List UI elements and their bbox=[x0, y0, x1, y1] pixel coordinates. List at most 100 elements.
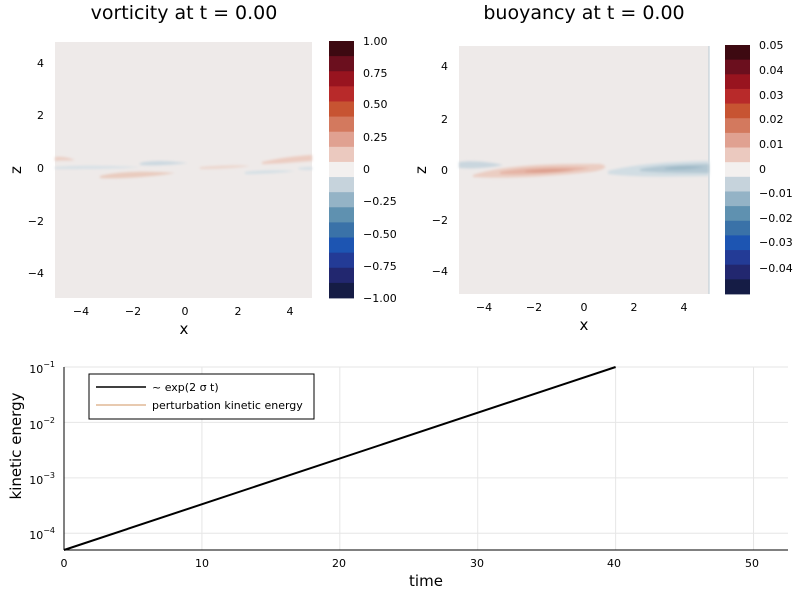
vorticity-ylabel: z bbox=[7, 166, 25, 174]
tick-label: −4 bbox=[73, 305, 89, 318]
tick-label: −4 bbox=[476, 301, 492, 314]
tick-label: 0 bbox=[182, 305, 189, 318]
legend-box bbox=[88, 373, 315, 420]
vorticity-title: vorticity at t = 0.00 bbox=[91, 2, 278, 24]
tick-label: −4 bbox=[28, 267, 44, 280]
tick-label: 4 bbox=[37, 57, 44, 70]
buoyancy-colorbar-ticks: 0.05 0.04 0.03 0.02 0.01 0 −0.01 −0.02 −… bbox=[759, 39, 793, 275]
tick-label: 0 bbox=[61, 557, 68, 570]
buoyancy-title: buoyancy at t = 0.00 bbox=[483, 2, 684, 24]
colorbar-tick-label: 0.50 bbox=[363, 98, 388, 111]
vorticity-plot-area bbox=[55, 42, 312, 298]
tick-label: −2 bbox=[28, 215, 44, 228]
vorticity-field bbox=[55, 155, 312, 179]
buoyancy-lobe bbox=[525, 169, 575, 173]
vorticity-lobe bbox=[245, 170, 295, 174]
colorbar-tick-label: 0.02 bbox=[759, 113, 784, 126]
colorbar-tick-label: 0.05 bbox=[759, 39, 784, 52]
buoyancy-colorbar: 0.05 0.04 0.03 0.02 0.01 0 −0.01 −0.02 −… bbox=[725, 39, 793, 295]
tick-label: 2 bbox=[631, 301, 638, 314]
colorbar-cell bbox=[725, 176, 750, 192]
vorticity-xlabel: x bbox=[180, 320, 189, 338]
tick-label: 40 bbox=[607, 557, 621, 570]
vorticity-lobe bbox=[55, 165, 140, 169]
colorbar-tick-label: −0.50 bbox=[363, 228, 397, 241]
colorbar-tick-label: 0.04 bbox=[759, 64, 784, 77]
energy-legend: ~ exp(2 σ t) perturbation kinetic energy bbox=[88, 373, 315, 420]
colorbar-cell bbox=[329, 252, 354, 269]
colorbar-cell bbox=[725, 118, 750, 134]
colorbar-cells bbox=[725, 45, 750, 295]
colorbar-tick-label: 0.25 bbox=[363, 131, 388, 144]
energy-grid bbox=[63, 366, 788, 550]
colorbar-cell bbox=[725, 45, 750, 61]
tick-label: 4 bbox=[681, 301, 688, 314]
colorbar-cell bbox=[725, 206, 750, 222]
series-line-exp-fit bbox=[63, 366, 616, 551]
tick-label: 10−4 bbox=[29, 526, 55, 542]
colorbar-tick-label: −1.00 bbox=[363, 292, 397, 305]
colorbar-tick-label: 1.00 bbox=[363, 35, 388, 48]
colorbar-cell bbox=[725, 59, 750, 75]
vorticity-x-ticks: −4 −2 0 2 4 bbox=[73, 305, 294, 318]
colorbar-cell bbox=[725, 279, 750, 295]
tick-label: −2 bbox=[125, 305, 141, 318]
tick-label: 2 bbox=[235, 305, 242, 318]
colorbar-cell bbox=[329, 101, 354, 117]
buoyancy-lobe bbox=[459, 161, 503, 169]
colorbar-cell bbox=[329, 177, 354, 193]
colorbar-cell bbox=[725, 147, 750, 163]
vorticity-lobe bbox=[55, 156, 75, 161]
tick-label: 50 bbox=[745, 557, 759, 570]
colorbar-tick-label: 0.75 bbox=[363, 67, 388, 80]
colorbar-cell bbox=[329, 237, 354, 254]
vorticity-lobe bbox=[200, 165, 250, 169]
colorbar-tick-label: −0.75 bbox=[363, 260, 397, 273]
tick-label: 4 bbox=[441, 60, 448, 73]
energy-ylabel: kinetic energy bbox=[7, 392, 25, 499]
colorbar-tick-label: −0.01 bbox=[759, 187, 793, 200]
colorbar-cell bbox=[725, 74, 750, 90]
colorbar-tick-label: −0.03 bbox=[759, 236, 793, 249]
vorticity-lobe bbox=[140, 161, 188, 166]
colorbar-cell bbox=[329, 161, 354, 178]
colorbar-tick-label: −0.25 bbox=[363, 195, 397, 208]
tick-label: 20 bbox=[332, 557, 346, 570]
buoyancy-lobe bbox=[665, 166, 705, 170]
tick-label: 10−3 bbox=[29, 471, 55, 487]
colorbar-cells bbox=[329, 41, 354, 299]
colorbar-cell bbox=[725, 235, 750, 251]
buoyancy-y-ticks: 4 2 0 −2 −4 bbox=[432, 60, 448, 278]
colorbar-tick-label: 0 bbox=[363, 163, 370, 176]
tick-label: 10 bbox=[195, 557, 209, 570]
colorbar-cell bbox=[329, 282, 354, 299]
vorticity-lobe bbox=[100, 171, 175, 179]
colorbar-cell bbox=[725, 264, 750, 280]
colorbar-tick-label: 0.03 bbox=[759, 89, 784, 102]
colorbar-cell bbox=[329, 116, 354, 133]
vorticity-y-ticks: 4 2 0 −2 −4 bbox=[28, 57, 44, 280]
colorbar-cell bbox=[725, 162, 750, 178]
vorticity-lobe bbox=[298, 167, 312, 170]
colorbar-cell bbox=[725, 103, 750, 119]
vorticity-lobe bbox=[262, 155, 312, 164]
energy-y-ticks: 10−1 10−2 10−3 10−4 bbox=[29, 360, 55, 542]
tick-label: −4 bbox=[432, 265, 448, 278]
buoyancy-x-ticks: −4 −2 0 2 4 bbox=[476, 301, 688, 314]
tick-label: 0 bbox=[441, 164, 448, 177]
vorticity-colorbar-ticks: 1.00 0.75 0.50 0.25 0 −0.25 −0.50 −0.75 … bbox=[363, 35, 397, 305]
colorbar-tick-label: −0.04 bbox=[759, 262, 793, 275]
colorbar-cell bbox=[725, 88, 750, 104]
colorbar-cell bbox=[725, 191, 750, 207]
colorbar-cell bbox=[329, 207, 354, 223]
colorbar-cell bbox=[725, 220, 750, 236]
colorbar-cell bbox=[329, 146, 354, 163]
buoyancy-ylabel: z bbox=[412, 166, 430, 174]
energy-panel: 0 10 20 30 40 50 10−1 10−2 10−3 10−4 tim… bbox=[7, 360, 788, 590]
colorbar-cell bbox=[329, 192, 354, 208]
energy-xlabel: time bbox=[409, 572, 443, 590]
colorbar-cell bbox=[725, 250, 750, 266]
tick-label: 2 bbox=[441, 113, 448, 126]
buoyancy-panel: buoyancy at t = 0.00 −4 −2 0 2 4 4 2 0 −… bbox=[412, 2, 793, 334]
